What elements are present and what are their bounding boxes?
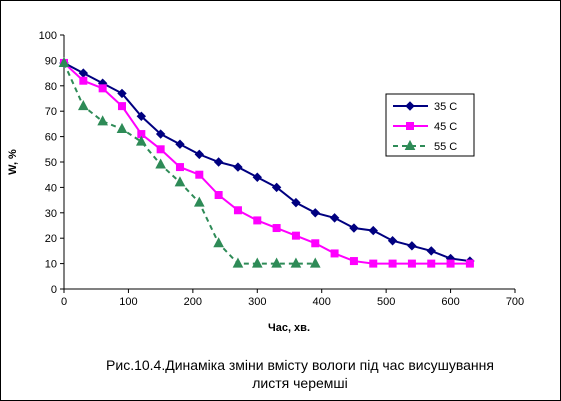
y-tick-label: 80 [45, 81, 57, 93]
data-point [271, 182, 282, 193]
series-line [63, 62, 470, 265]
data-point [291, 231, 300, 240]
y-tick-label: 40 [45, 182, 57, 194]
y-tick-label: 10 [45, 259, 57, 271]
data-point [407, 259, 416, 268]
data-point [407, 241, 417, 251]
data-point [156, 145, 165, 154]
data-point [117, 102, 126, 111]
legend: 35 C 45 C 55 C [385, 93, 475, 157]
y-axis-title: W, % [7, 149, 19, 175]
data-point [252, 172, 262, 182]
data-point [195, 170, 204, 179]
x-tick-label: 0 [61, 296, 67, 308]
data-point [98, 84, 107, 93]
y-tick-label: 60 [45, 132, 57, 144]
data-point [368, 225, 378, 236]
y-tick-label: 100 [39, 30, 57, 42]
data-point [136, 111, 147, 121]
data-point [349, 257, 358, 266]
y-tick-label: 70 [45, 106, 57, 118]
data-point [446, 259, 455, 268]
axes: 0 10 20 30 40 50 60 70 80 90 100 0 100 200 300 400 500 60… [39, 30, 525, 308]
legend-marker [405, 101, 415, 111]
x-axis-title: Час, хв. [268, 322, 310, 334]
data-point [79, 76, 88, 85]
data-point [213, 157, 224, 167]
data-point [253, 216, 262, 225]
x-tick-label: 500 [377, 296, 395, 308]
series-layer [58, 56, 475, 268]
data-point [214, 191, 223, 200]
data-point [175, 139, 185, 149]
y-tick-label: 20 [45, 233, 57, 245]
data-point [233, 206, 242, 215]
series-line [63, 62, 316, 265]
data-point [272, 224, 281, 233]
y-tick-label: 0 [51, 284, 57, 296]
data-point [387, 236, 398, 246]
data-point [309, 257, 321, 268]
caption-line-1: Рис.10.4.Динаміка зміни вмісту вологи пі… [106, 357, 494, 373]
series-line [63, 62, 471, 263]
legend-label: 55 C [434, 141, 457, 153]
legend-marker [406, 122, 414, 130]
data-point [232, 257, 244, 268]
x-tick-label: 400 [313, 296, 331, 308]
data-point [369, 259, 378, 268]
data-point [330, 249, 339, 258]
legend-label: 35 C [434, 101, 457, 113]
data-point [213, 237, 224, 248]
data-point [58, 56, 70, 67]
y-tick-label: 50 [45, 157, 57, 169]
data-point [291, 197, 301, 208]
data-point [388, 259, 397, 268]
data-point [77, 100, 89, 111]
data-point [194, 149, 205, 160]
data-point [174, 176, 186, 187]
series-1 [60, 58, 474, 268]
data-point [155, 158, 166, 169]
x-tick-label: 200 [184, 296, 202, 308]
data-point [78, 68, 89, 78]
data-point [251, 257, 263, 268]
data-point [465, 259, 474, 268]
data-point [329, 213, 340, 223]
series-2 [58, 56, 321, 268]
y-tick-label: 30 [45, 208, 57, 220]
data-point [271, 257, 282, 268]
legend-label: 45 C [434, 121, 457, 133]
data-point [193, 196, 205, 207]
data-point [155, 129, 166, 139]
data-point [349, 223, 359, 233]
caption-line-2: листя черемші [252, 375, 348, 391]
data-point [310, 208, 320, 218]
legend-marker [404, 139, 416, 150]
data-point [135, 135, 147, 146]
data-point [116, 122, 128, 133]
x-tick-label: 700 [506, 296, 524, 308]
x-tick-label: 300 [248, 296, 266, 308]
data-point [97, 115, 108, 126]
x-tick-label: 600 [441, 296, 459, 308]
data-point [175, 163, 184, 172]
data-point [117, 88, 127, 99]
data-point [427, 259, 436, 268]
series-0 [59, 58, 475, 266]
data-point [426, 246, 436, 256]
figure-caption: Рис.10.4.Динаміка зміни вмісту вологи пі… [60, 356, 540, 392]
data-point [290, 257, 302, 268]
data-point [311, 239, 320, 248]
x-tick-label: 100 [119, 296, 137, 308]
data-point [233, 162, 243, 172]
y-tick-label: 90 [45, 55, 57, 67]
